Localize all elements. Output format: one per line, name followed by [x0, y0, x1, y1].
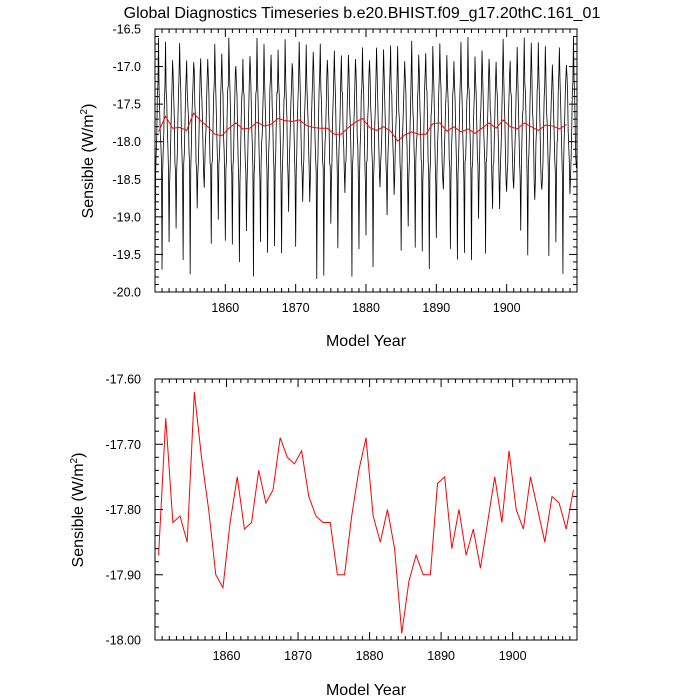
- top-xtick-label: 1860: [211, 301, 239, 315]
- top-ytick-label: -18.0: [113, 135, 142, 149]
- top-series-group: [154, 36, 577, 280]
- top-xtick-label: 1890: [422, 301, 450, 315]
- bottom-ytick-label: -17.70: [106, 438, 141, 452]
- top-ytick-label: -19.0: [113, 210, 142, 224]
- bottom-ytick-label: -17.60: [106, 373, 141, 387]
- bottom-y-axis-label: Sensible (W/m2): [69, 453, 87, 568]
- chart-title: Global Diagnostics Timeseries b.e20.BHIS…: [124, 5, 601, 22]
- top-ytick-label: -20.0: [113, 286, 142, 300]
- top-ytick-label: -19.5: [113, 248, 142, 262]
- top-xtick-label: 1880: [352, 301, 380, 315]
- bottom-ytick-label: -17.80: [106, 503, 141, 517]
- top-ytick-label: -18.5: [113, 173, 142, 187]
- bottom-ticks-group: 1860 1870 1880 1890 1900 -18.00 -17.90 -17.80 -1…: [106, 373, 578, 663]
- bottom-xtick-label: 1880: [356, 649, 384, 663]
- bottom-series-annual-line: [158, 391, 574, 634]
- top-xtick-label: 1870: [282, 301, 310, 315]
- bottom-xtick-label: 1870: [284, 649, 312, 663]
- bottom-panel: 1860 1870 1880 1890 1900 -18.00 -17.90 -17.80 -1…: [69, 373, 578, 699]
- top-ticks-group: 1860 1870 1880 1890 1900 -20.0 -19.5 -19.0 -18.5…: [113, 23, 578, 315]
- bottom-xtick-label: 1860: [213, 649, 241, 663]
- bottom-series-group: [158, 391, 574, 634]
- top-x-axis-label: Model Year: [326, 333, 407, 350]
- bottom-ytick-label: -17.90: [106, 568, 141, 582]
- bottom-ytick-label: -18.00: [106, 634, 141, 648]
- top-y-axis-label: Sensible (W/m2): [79, 104, 97, 219]
- top-y-axis-label-sup: 2: [79, 108, 90, 114]
- bottom-xtick-label: 1900: [499, 649, 527, 663]
- bottom-y-axis-label-close: ): [70, 453, 87, 458]
- top-y-axis-label-main: Sensible (W/m: [80, 114, 97, 218]
- top-series-monthly-line: [154, 36, 577, 280]
- top-panel: 1860 1870 1880 1890 1900 -20.0 -19.5 -19.0 -18.5…: [79, 23, 578, 350]
- top-plot-frame: [154, 28, 578, 293]
- bottom-xtick-label: 1890: [427, 649, 455, 663]
- bottom-y-axis-label-sup: 2: [69, 457, 80, 463]
- top-ytick-label: -16.5: [113, 23, 142, 37]
- bottom-y-axis-label-main: Sensible (W/m: [70, 463, 87, 567]
- top-ytick-label: -17.5: [113, 98, 142, 112]
- top-series-annual-line: [158, 112, 567, 142]
- bottom-x-axis-label: Model Year: [326, 682, 407, 699]
- top-xtick-label: 1900: [493, 301, 521, 315]
- bottom-plot-frame: [154, 378, 578, 641]
- top-y-axis-label-close: ): [80, 104, 97, 109]
- top-ytick-label: -17.0: [113, 60, 142, 74]
